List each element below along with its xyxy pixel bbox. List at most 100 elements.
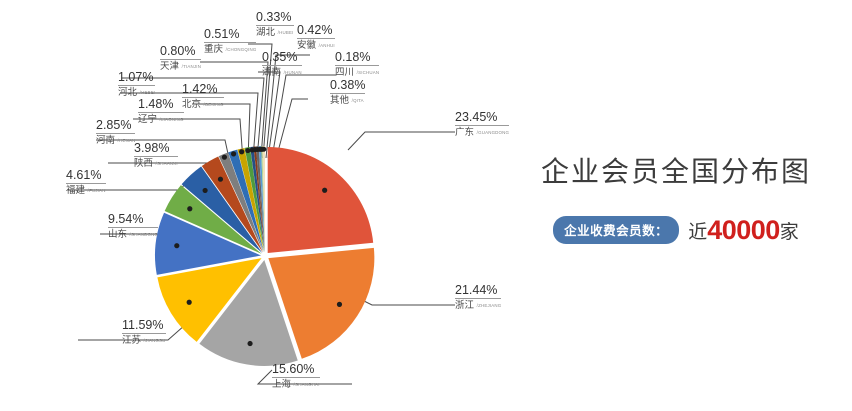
member-prefix: 近	[688, 222, 708, 243]
status-badge: 企业收费会员数：	[553, 215, 680, 244]
slice-rule-hubei	[256, 25, 294, 26]
pie-slice	[268, 247, 375, 359]
pie-chart: 23.45% 广东 /GUANGDONG 21.44% 浙江 /ZHEJIANG…	[66, 10, 510, 390]
slice-pinyin-zhejiang: /ZHEJIANG	[476, 303, 502, 308]
slice-label-qita: 0.38% 其他 /QITA	[330, 78, 366, 107]
slice-name-sichuan: 四川 /SICHUAN	[335, 67, 380, 78]
slice-pinyin-hubei: /HUBEI	[277, 30, 294, 35]
slice-rule-zhejiang	[455, 298, 502, 299]
slice-pct-tianjin: 0.80%	[160, 44, 196, 58]
leader-line-jiangsu	[78, 324, 186, 341]
slice-pct-hunan: 0.35%	[262, 50, 298, 64]
pie-slice	[228, 149, 264, 253]
slice-rule-tianjin	[160, 59, 202, 60]
slice-pct-fujian: 4.61%	[66, 168, 102, 182]
leader-line-shanghai	[256, 369, 352, 385]
leader-line-guangdong	[347, 131, 455, 151]
leader-line-tianjin	[122, 77, 265, 160]
slice-label-hubei: 0.33% 湖北 /HUBEI	[256, 10, 294, 39]
slice-name-hebei: 河北 /HEBEI	[118, 87, 156, 98]
slice-label-chongqing: 0.51% 重庆 /CHONGQING	[204, 27, 257, 56]
slice-name-shandong: 山东 /SHANDONG	[108, 229, 159, 240]
slice-pinyin-sichuan: /SICHUAN	[356, 70, 380, 75]
slice-pinyin-jiangsu: /JIANGSU	[143, 338, 166, 343]
member-count-value: 近40000家	[688, 215, 799, 246]
pie-slice	[261, 146, 265, 252]
member-number: 40000	[707, 215, 780, 245]
slice-rule-qita	[330, 93, 366, 94]
leader-dot	[261, 146, 267, 152]
slice-pinyin-fujian: /FUJIAN	[87, 188, 106, 193]
slice-label-tianjin: 0.80% 天津 /TIANJIN	[160, 44, 202, 73]
slice-rule-hunan	[262, 65, 302, 66]
slice-rule-shanghai	[272, 377, 320, 378]
pie-slice	[201, 156, 263, 253]
leader-line-chongqing	[200, 61, 269, 159]
slice-pct-shaanxi: 3.98%	[134, 141, 170, 155]
member-suffix: 家	[779, 222, 799, 243]
slice-rule-jiangsu	[122, 333, 166, 334]
slice-pct-beijing: 1.42%	[182, 82, 218, 96]
leader-line-hunan	[258, 71, 281, 159]
pie-slice	[244, 147, 265, 253]
slice-rule-guangdong	[455, 125, 510, 126]
slice-pct-jiangsu: 11.59%	[122, 318, 164, 332]
slice-label-fujian: 4.61% 福建 /FUJIAN	[66, 168, 106, 197]
slice-pct-chongqing: 0.51%	[204, 27, 240, 41]
page-title: 企业会员全国分布图	[540, 155, 811, 188]
leader-dot	[217, 176, 224, 182]
slice-pinyin-chongqing: /CHONGQING	[225, 47, 257, 52]
slice-label-hebei: 1.07% 河北 /HEBEI	[118, 70, 156, 99]
slice-pinyin-hunan: /HUNAN	[283, 70, 302, 75]
leader-dot	[221, 154, 228, 160]
leader-dot	[187, 206, 193, 212]
leader-dot	[247, 340, 253, 347]
slice-name-guangdong: 广东 /GUANGDONG	[455, 127, 510, 138]
pie-slices	[155, 146, 375, 366]
slice-pct-shanghai: 15.60%	[272, 362, 315, 376]
slice-rule-beijing	[182, 97, 224, 98]
slice-name-fujian: 福建 /FUJIAN	[66, 185, 106, 196]
slice-name-shaanxi: 陕西 /SHAANXI	[134, 158, 178, 169]
leader-dot	[230, 151, 237, 157]
slice-name-hunan: 湖南 /HUNAN	[262, 67, 302, 78]
slice-rule-anhui	[297, 38, 335, 39]
slice-name-liaoning: 辽宁 /LIAONING	[138, 114, 184, 125]
slice-pct-zhejiang: 21.44%	[455, 283, 498, 297]
leader-line-liaoning	[133, 118, 244, 162]
pie-slice	[181, 166, 263, 254]
slice-pinyin-guangdong: /GUANGDONG	[476, 130, 510, 135]
slice-label-sichuan: 0.18% 四川 /SICHUAN	[335, 50, 380, 79]
member-count-line: 企业收费会员数： 近40000家	[500, 215, 852, 246]
slice-name-anhui: 安徽 /ANHUI	[297, 40, 335, 51]
slice-rule-shaanxi	[134, 156, 178, 157]
slice-name-henan: 河南 /HENAN	[96, 135, 136, 146]
slice-pct-anhui: 0.42%	[297, 23, 333, 37]
slice-pct-hebei: 1.07%	[118, 70, 154, 84]
slice-pinyin-liaoning: /LIAONING	[159, 117, 184, 122]
leader-dot	[336, 301, 343, 307]
slice-rule-sichuan	[335, 65, 380, 66]
leader-dot	[239, 149, 245, 155]
slice-label-shandong: 9.54% 山东 /SHANDONG	[108, 212, 159, 241]
slice-pct-guangdong: 23.45%	[455, 110, 498, 124]
pie-slice	[218, 152, 264, 253]
pie-slice	[157, 258, 262, 342]
slice-pinyin-shandong: /SHANDONG	[129, 232, 159, 237]
slice-pct-sichuan: 0.18%	[335, 50, 371, 64]
pie-slice	[255, 146, 265, 253]
leader-line-hubei	[248, 43, 273, 159]
slice-label-guangdong: 23.45% 广东 /GUANGDONG	[455, 110, 510, 139]
slice-pinyin-tianjin: /TIANJIN	[181, 64, 202, 69]
pie-slice	[258, 146, 265, 252]
slice-label-beijing: 1.42% 北京 /BEIJING	[182, 82, 224, 111]
leader-line-beijing	[192, 103, 251, 161]
slice-rule-henan	[96, 133, 136, 134]
slice-pinyin-qita: /QITA	[351, 98, 364, 103]
leader-line-anhui	[265, 54, 310, 159]
slice-pct-hubei: 0.33%	[256, 10, 292, 24]
leader-dot	[186, 299, 192, 305]
pie-slice	[199, 259, 298, 366]
leader-dot	[174, 243, 180, 249]
leader-dots	[174, 146, 343, 347]
